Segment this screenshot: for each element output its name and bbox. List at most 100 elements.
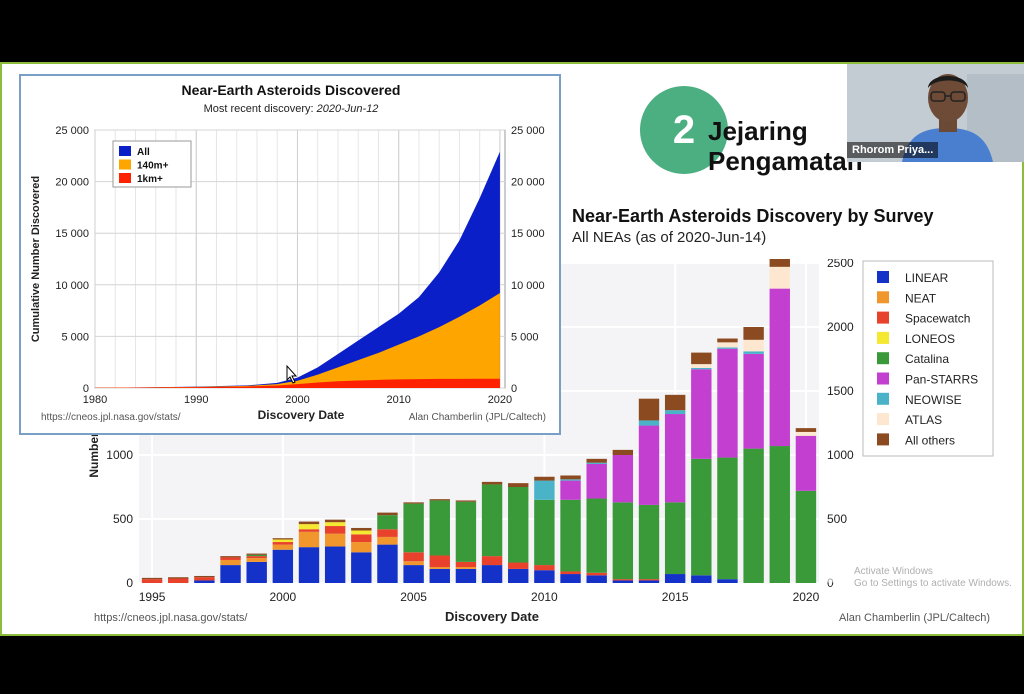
bar-segment bbox=[272, 538, 294, 540]
y-tick-label-right: 15 000 bbox=[511, 228, 545, 240]
y-tick-label: 0 bbox=[83, 383, 89, 395]
x-tick-label: 2020 bbox=[793, 590, 820, 604]
legend-label: Pan-STARRS bbox=[905, 373, 978, 387]
y-tick-label: 1000 bbox=[106, 448, 133, 462]
bar-segment bbox=[691, 575, 712, 583]
bar-segment bbox=[220, 557, 241, 560]
y-tick-label: 15 000 bbox=[55, 228, 89, 240]
legend-swatch bbox=[877, 433, 889, 446]
y-tick-label: 5 000 bbox=[61, 331, 89, 343]
bar-segment bbox=[795, 428, 817, 432]
bar-segment bbox=[795, 431, 817, 436]
legend-label: LONEOS bbox=[905, 332, 955, 346]
bar-segment bbox=[455, 561, 477, 567]
y-axis-label: Cumulative Number Discovered bbox=[30, 176, 42, 342]
bar-segment bbox=[141, 577, 163, 580]
y-tick-label-right: 2500 bbox=[827, 259, 854, 270]
legend-label: NEAT bbox=[905, 291, 937, 305]
source-url: https://cneos.jpl.nasa.gov/stats/ bbox=[41, 412, 181, 423]
bar-segment bbox=[324, 519, 346, 523]
legend-label: 1km+ bbox=[137, 174, 163, 185]
bar-segment bbox=[481, 565, 503, 583]
bar-segment bbox=[298, 529, 320, 532]
bar-segment bbox=[586, 458, 607, 463]
y-tick-label-right: 0 bbox=[827, 576, 834, 590]
legend-swatch bbox=[877, 392, 889, 405]
bar-segment bbox=[324, 533, 346, 547]
bar-segment bbox=[272, 549, 294, 583]
bar-segment bbox=[324, 526, 346, 534]
bar-segment bbox=[455, 568, 477, 583]
bar-segment bbox=[429, 567, 450, 569]
bar-segment bbox=[743, 351, 764, 354]
legend-swatch bbox=[119, 173, 131, 183]
bar-segment bbox=[560, 574, 581, 583]
survey-chart-subtitle: All NEAs (as of 2020-Jun-14) bbox=[572, 229, 767, 246]
bar-segment bbox=[481, 484, 503, 557]
bar-segment bbox=[795, 435, 817, 491]
bar-segment bbox=[664, 414, 686, 503]
x-tick-label: 1980 bbox=[83, 394, 107, 406]
bar-segment bbox=[664, 502, 686, 575]
survey-chart-title: Near-Earth Asteroids Discovery by Survey bbox=[572, 206, 934, 226]
activate-windows-watermark: Activate Windows Go to Settings to activ… bbox=[854, 566, 1012, 590]
y-tick-label: 10 000 bbox=[55, 280, 89, 292]
bar-segment bbox=[351, 527, 372, 531]
bar-segment bbox=[612, 455, 634, 503]
bar-segment bbox=[769, 446, 790, 583]
x-tick-label: 1995 bbox=[139, 590, 166, 604]
activate-windows-line2: Go to Settings to activate Windows. bbox=[854, 578, 1012, 589]
x-tick-label: 2015 bbox=[662, 590, 689, 604]
bar-segment bbox=[377, 515, 398, 530]
legend-swatch bbox=[877, 413, 889, 426]
x-axis-label: Discovery Date bbox=[445, 609, 539, 624]
zoom-logo: zoom bbox=[822, 562, 941, 611]
credit-text: Alan Chamberlin (JPL/Caltech) bbox=[839, 612, 990, 624]
legend-label: All bbox=[137, 147, 150, 158]
bar-segment bbox=[612, 580, 634, 583]
bar-segment bbox=[194, 577, 215, 581]
y-tick-label-right: 0 bbox=[511, 383, 517, 395]
legend-swatch bbox=[119, 159, 131, 170]
bar-segment bbox=[298, 531, 320, 548]
bar-segment bbox=[168, 577, 189, 579]
cumulative-chart-title: Near-Earth Asteroids Discovered bbox=[182, 82, 401, 98]
participant-video-tile[interactable]: Rhorom Priya... bbox=[847, 64, 1024, 162]
x-tick-label: 2010 bbox=[386, 394, 410, 406]
slide-title: Jejaring Pengamatan bbox=[708, 116, 863, 176]
bar-segment bbox=[377, 529, 398, 537]
y-tick-label-right: 1000 bbox=[827, 448, 854, 462]
bar-segment bbox=[691, 369, 712, 459]
legend-swatch bbox=[877, 352, 889, 365]
bar-segment bbox=[429, 499, 450, 501]
bar-segment bbox=[429, 500, 450, 556]
area-series-all bbox=[95, 151, 500, 388]
x-tick-label: 2010 bbox=[531, 590, 558, 604]
bar-segment bbox=[560, 475, 581, 480]
bar-segment bbox=[455, 501, 477, 562]
bar-segment bbox=[298, 524, 320, 530]
y-tick-label: 25 000 bbox=[55, 125, 89, 137]
activate-windows-line1: Activate Windows bbox=[854, 566, 933, 577]
bar-segment bbox=[324, 546, 346, 583]
bar-segment bbox=[691, 364, 712, 368]
y-tick-label-right: 25 000 bbox=[511, 125, 545, 137]
bar-segment bbox=[377, 544, 398, 583]
bar-segment bbox=[560, 479, 581, 481]
bar-segment bbox=[638, 580, 660, 583]
y-tick-label-right: 5 000 bbox=[511, 331, 539, 343]
bar-segment bbox=[246, 558, 267, 562]
bar-segment bbox=[403, 502, 424, 504]
bar-segment bbox=[586, 462, 607, 464]
bar-segment bbox=[612, 449, 634, 455]
bar-segment bbox=[194, 575, 215, 578]
subtitle-date: 2020-Jun-12 bbox=[316, 103, 379, 115]
bar-segment bbox=[246, 561, 267, 583]
bar-segment bbox=[246, 554, 267, 557]
bar-segment bbox=[324, 522, 346, 527]
y-tick-label-right: 20 000 bbox=[511, 177, 545, 189]
x-tick-label: 2000 bbox=[269, 590, 296, 604]
bar-segment bbox=[717, 338, 738, 343]
bar-segment bbox=[664, 574, 686, 583]
bar-segment bbox=[717, 579, 738, 583]
